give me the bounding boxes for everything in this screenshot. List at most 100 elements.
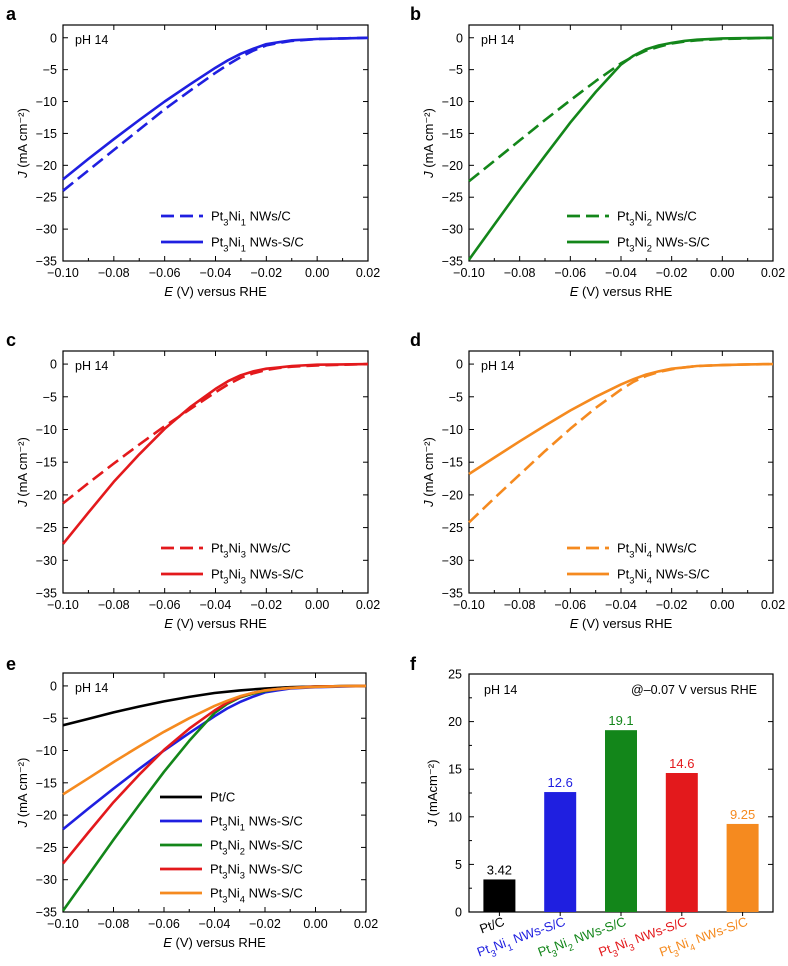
y-tick-label: −20 bbox=[36, 488, 57, 502]
x-tick-label: −0.04 bbox=[199, 917, 231, 931]
series-line bbox=[62, 362, 369, 505]
label-part: Ni bbox=[635, 541, 647, 556]
x-tick-label: −0.08 bbox=[98, 917, 130, 931]
label-part: 3 bbox=[629, 550, 634, 560]
label-part: Pt bbox=[210, 886, 223, 901]
y-tick-label: −35 bbox=[36, 255, 57, 269]
panel-e: e −0.10 −0.08 −0.06 −0.04 −0.02 0.00 0.02 0 −5 −10… bbox=[6, 654, 378, 950]
y-tick-label: −5 bbox=[449, 390, 463, 404]
label-part: Ni bbox=[229, 235, 241, 250]
bar bbox=[605, 730, 637, 912]
x-axis-label: E (V) versus RHE bbox=[164, 284, 267, 299]
label-part: 3 bbox=[628, 942, 636, 953]
x-tick-label: −0.08 bbox=[504, 598, 536, 612]
x-category-label: Pt/C bbox=[478, 914, 507, 937]
y-axis-symbol: J bbox=[15, 171, 30, 179]
legend-label: Pt3Ni2 NWs-S/C bbox=[617, 235, 710, 254]
bar-value-label: 12.6 bbox=[548, 775, 573, 790]
label-part: Pt bbox=[617, 567, 630, 582]
y-tick-label: −10 bbox=[442, 423, 463, 437]
panel-letter-d: d bbox=[410, 330, 421, 350]
legend-label: Pt3Ni1 NWs/C bbox=[211, 209, 291, 228]
annotation-potential: @–0.07 V versus RHE bbox=[631, 683, 757, 697]
x-tick-label: −0.06 bbox=[148, 917, 180, 931]
label-part: Pt bbox=[211, 209, 224, 224]
label-part: Pt/C bbox=[210, 790, 235, 805]
series-line bbox=[62, 36, 369, 181]
x-axis-symbol: E bbox=[570, 616, 579, 631]
x-axis-label: E (V) versus RHE bbox=[570, 616, 673, 631]
label-part: Ni bbox=[228, 886, 240, 901]
panel-c: c −0.10 −0.08 −0.06 −0.04 −0.02 0.00 0.02 0 −5 −10… bbox=[6, 330, 380, 631]
x-axis-units: (V) versus RHE bbox=[173, 616, 267, 631]
label-part: Pt bbox=[617, 541, 630, 556]
y-tick-label: −35 bbox=[36, 587, 57, 601]
legend-label: Pt3Ni3 NWs/C bbox=[211, 541, 291, 560]
x-tick-label: 0.00 bbox=[305, 266, 329, 280]
y-tick-label: −30 bbox=[36, 873, 57, 887]
x-tick-label: 0.02 bbox=[761, 598, 785, 612]
panel-f: f 0 5 10 15 20 25 J (mAcm⁻²) pH 14 @–0.07 V versu… bbox=[410, 654, 774, 960]
x-tick-label: 0.00 bbox=[710, 598, 734, 612]
label-part: Ni bbox=[228, 814, 240, 829]
x-axis-units: (V) versus RHE bbox=[172, 935, 266, 950]
y-tick-label: −30 bbox=[36, 554, 57, 568]
y-tick-label: 25 bbox=[448, 668, 462, 682]
y-tick-label: −35 bbox=[36, 906, 57, 920]
series-line bbox=[61, 362, 369, 545]
bar bbox=[483, 879, 516, 912]
x-tick-label: −0.08 bbox=[504, 266, 536, 280]
label-part: 3 bbox=[240, 871, 245, 881]
panel-letter-f: f bbox=[410, 654, 417, 674]
y-tick-label: −15 bbox=[36, 776, 57, 790]
label-part: Ni bbox=[491, 935, 508, 953]
label-part: 2 bbox=[567, 942, 575, 953]
y-axis-label: J (mA cm⁻²) bbox=[421, 437, 436, 508]
y-tick-label: −20 bbox=[36, 809, 57, 823]
x-tick-label: 0.02 bbox=[761, 266, 785, 280]
y-tick-label: −30 bbox=[442, 223, 463, 237]
label-part: NWs-S/C bbox=[245, 814, 303, 829]
label-part: 3 bbox=[222, 823, 227, 833]
y-tick-label: −35 bbox=[442, 587, 463, 601]
y-tick-label: 5 bbox=[455, 858, 462, 872]
x-tick-label: 0.00 bbox=[305, 598, 329, 612]
x-axis-label: E (V) versus RHE bbox=[570, 284, 673, 299]
label-part: NWs/C bbox=[246, 541, 291, 556]
y-tick-label: −25 bbox=[442, 521, 463, 535]
label-part: NWs-S/C bbox=[690, 914, 749, 948]
y-tick-label: −10 bbox=[442, 95, 463, 109]
y-axis-units: (mA cm⁻²) bbox=[15, 437, 30, 500]
y-axis-symbol: J bbox=[425, 819, 440, 827]
y-tick-label: −10 bbox=[36, 744, 57, 758]
label-part: Pt bbox=[211, 567, 224, 582]
label-part: Ni bbox=[674, 935, 691, 953]
y-tick-label: −5 bbox=[449, 63, 463, 77]
y-tick-label: −15 bbox=[442, 456, 463, 470]
bar-value-label: 3.42 bbox=[487, 862, 512, 877]
label-part: 3 bbox=[223, 576, 228, 586]
y-tick-label: −20 bbox=[442, 159, 463, 173]
x-tick-label: −0.02 bbox=[251, 598, 283, 612]
label-part: 3 bbox=[222, 895, 227, 905]
legend-label: Pt3Ni4 NWs-S/C bbox=[210, 886, 303, 905]
label-part: Pt bbox=[475, 941, 492, 959]
x-axis-units: (V) versus RHE bbox=[578, 616, 672, 631]
label-part: 3 bbox=[629, 218, 634, 228]
label-part: 1 bbox=[240, 823, 245, 833]
x-axis-symbol: E bbox=[570, 284, 579, 299]
label-part: Pt bbox=[657, 941, 674, 959]
label-part: Pt bbox=[210, 814, 223, 829]
label-part: Ni bbox=[552, 935, 569, 953]
x-tick-label: −0.06 bbox=[555, 598, 587, 612]
x-tick-label: −0.04 bbox=[605, 266, 637, 280]
label-part: Pt bbox=[210, 862, 223, 877]
y-axis-label: J (mA cm⁻²) bbox=[421, 108, 436, 179]
series-line bbox=[468, 362, 774, 476]
label-part: Ni bbox=[229, 567, 241, 582]
y-axis-label: J (mA cm⁻²) bbox=[15, 437, 30, 508]
y-tick-label: −25 bbox=[36, 521, 57, 535]
x-axis-label: E (V) versus RHE bbox=[163, 935, 266, 950]
label-part: 3 bbox=[550, 948, 558, 959]
panel-letter-c: c bbox=[6, 330, 16, 350]
